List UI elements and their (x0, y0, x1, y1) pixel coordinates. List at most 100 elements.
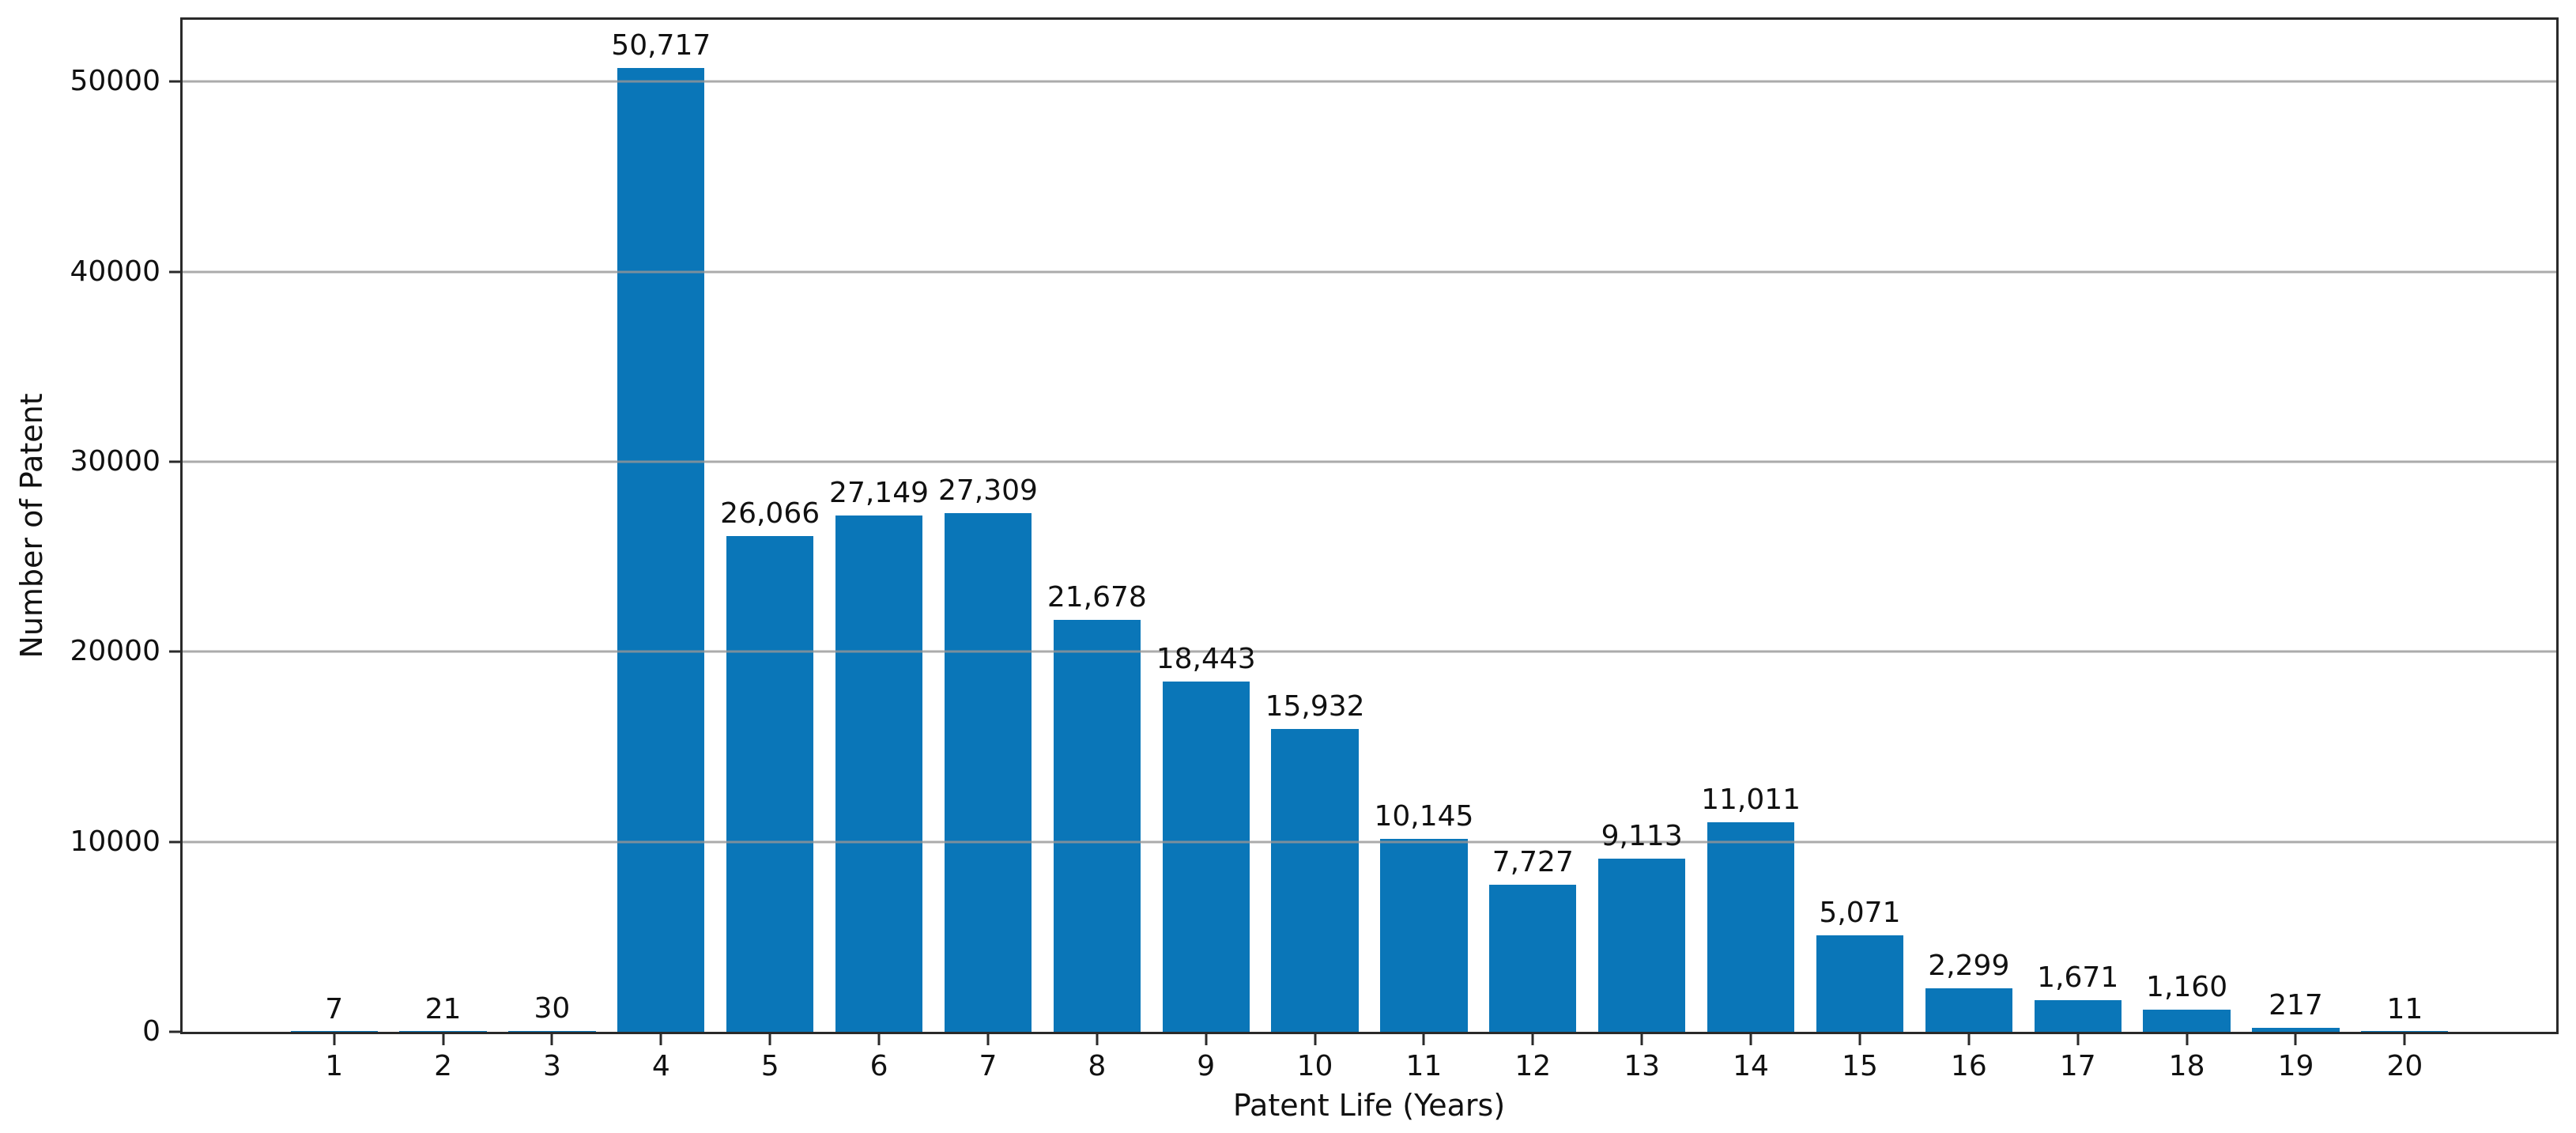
bar-year-11 (1380, 839, 1468, 1032)
gridline-y-20000 (183, 650, 2556, 653)
x-tick-label-15: 15 (1842, 1050, 1878, 1082)
bar-year-1 (290, 1031, 378, 1032)
gridline-y-50000 (183, 80, 2556, 83)
bar-value-label-year-5: 26,066 (720, 497, 820, 531)
x-tick-3 (550, 1034, 553, 1045)
x-tick-15 (1858, 1034, 1861, 1045)
x-tick-label-2: 2 (434, 1050, 452, 1082)
plot-area: 7 21 30 50,717 26,066 27,149 27,309 21,678 18,44… (70, 17, 2559, 1081)
x-tick-label-12: 12 (1514, 1050, 1552, 1082)
x-tick-label-5: 5 (760, 1050, 779, 1082)
x-tick-label-1: 1 (325, 1050, 344, 1082)
x-tick-label-6: 6 (869, 1050, 888, 1082)
bar-value-label-year-3: 30 (534, 992, 571, 1025)
x-tick-label-10: 10 (1296, 1050, 1333, 1082)
bars-layer (183, 20, 2556, 1032)
bar-year-2 (399, 1031, 487, 1032)
y-tick-label-20000: 20000 (70, 635, 160, 668)
x-tick-6 (877, 1034, 881, 1045)
x-tick-label-9: 9 (1197, 1050, 1216, 1082)
y-tick-40000 (169, 270, 180, 274)
x-tick-20 (2403, 1034, 2406, 1045)
x-tick-label-17: 17 (2059, 1050, 2096, 1082)
y-axis-title: Number of Patent (14, 393, 49, 659)
x-tick-label-4: 4 (651, 1050, 670, 1082)
bar-year-18 (2143, 1010, 2231, 1032)
x-tick-7 (986, 1034, 990, 1045)
gridline-y-30000 (183, 460, 2556, 463)
x-tick-18 (2186, 1034, 2189, 1045)
x-tick-label-14: 14 (1733, 1050, 1769, 1082)
bar-value-label-year-19: 217 (2269, 988, 2323, 1022)
x-tick-label-16: 16 (1950, 1050, 1987, 1082)
bar-value-label-year-2: 21 (424, 992, 462, 1025)
bar-year-12 (1489, 885, 1577, 1032)
x-axis-title: Patent Life (Years) (1232, 1088, 1506, 1123)
bar-year-16 (1925, 988, 2012, 1032)
x-tick-9 (1205, 1034, 1208, 1045)
bar-value-label-year-4: 50,717 (611, 28, 711, 62)
x-tick-label-18: 18 (2168, 1050, 2205, 1082)
x-tick-13 (1640, 1034, 1643, 1045)
gridline-y-10000 (183, 840, 2556, 844)
y-tick-10000 (169, 840, 180, 844)
bar-year-9 (1162, 681, 1250, 1032)
y-tick-label-0: 0 (142, 1015, 160, 1048)
bar-value-label-year-12: 7,727 (1492, 846, 1574, 879)
y-tick-label-40000: 40000 (70, 255, 160, 288)
x-tick-label-19: 19 (2277, 1050, 2314, 1082)
x-tick-label-13: 13 (1624, 1050, 1661, 1082)
bar-value-label-year-11: 10,145 (1374, 800, 1474, 833)
bar-value-label-year-18: 1,160 (2146, 971, 2228, 1004)
x-tick-19 (2294, 1034, 2297, 1045)
x-tick-11 (1422, 1034, 1425, 1045)
bar-value-label-year-8: 21,678 (1047, 580, 1147, 614)
y-tick-label-10000: 10000 (70, 825, 160, 858)
x-tick-5 (768, 1034, 771, 1045)
bar-value-label-year-6: 27,149 (829, 477, 930, 510)
bar-year-19 (2252, 1027, 2340, 1032)
x-tick-2 (442, 1034, 445, 1045)
x-tick-label-3: 3 (542, 1050, 561, 1082)
bar-year-17 (2034, 999, 2122, 1032)
x-tick-12 (1531, 1034, 1534, 1045)
bar-value-label-year-7: 27,309 (937, 474, 1038, 507)
ticks-layer: 0 10000 20000 30000 40000 50000 1 2 3 4 5 6 7 8 9 10 11 1… (70, 20, 2556, 1081)
bar-year-8 (1053, 619, 1141, 1032)
y-tick-label-30000: 30000 (70, 444, 160, 478)
bar-value-label-year-10: 15,932 (1265, 690, 1365, 723)
bar-year-13 (1598, 858, 1686, 1032)
x-tick-label-7: 7 (979, 1050, 998, 1082)
x-tick-8 (1096, 1034, 1099, 1045)
bar-value-label-year-20: 11 (2386, 992, 2423, 1025)
x-tick-label-8: 8 (1088, 1050, 1107, 1082)
bar-year-20 (2361, 1031, 2449, 1032)
bar-year-5 (726, 536, 814, 1032)
y-tick-0 (169, 1030, 180, 1033)
value-labels-layer: 7 21 30 50,717 26,066 27,149 27,309 21,678 18,44… (183, 20, 2556, 1032)
bar-year-4 (617, 67, 705, 1032)
x-tick-1 (333, 1034, 336, 1045)
x-tick-label-11: 11 (1405, 1050, 1443, 1082)
y-tick-20000 (169, 650, 180, 653)
y-tick-50000 (169, 80, 180, 83)
bar-value-label-year-14: 11,011 (1701, 784, 1801, 817)
bar-year-10 (1271, 729, 1359, 1032)
bar-value-label-year-9: 18,443 (1156, 642, 1256, 675)
gridline-y-40000 (183, 270, 2556, 274)
bar-value-label-year-17: 1,671 (2037, 961, 2119, 994)
bar-value-label-year-1: 7 (325, 992, 344, 1025)
bar-year-15 (1816, 935, 1904, 1032)
x-tick-14 (1749, 1034, 1752, 1045)
x-tick-10 (1314, 1034, 1317, 1045)
bar-value-label-year-13: 9,113 (1601, 819, 1683, 852)
bar-year-14 (1707, 822, 1795, 1032)
x-tick-label-20: 20 (2386, 1050, 2423, 1082)
gridlines-layer (183, 20, 2556, 1032)
bar-year-3 (508, 1031, 596, 1032)
bar-year-7 (944, 512, 1032, 1032)
x-tick-17 (2076, 1034, 2080, 1045)
bar-value-label-year-15: 5,071 (1819, 897, 1901, 930)
bar-value-label-year-16: 2,299 (1928, 949, 2010, 982)
